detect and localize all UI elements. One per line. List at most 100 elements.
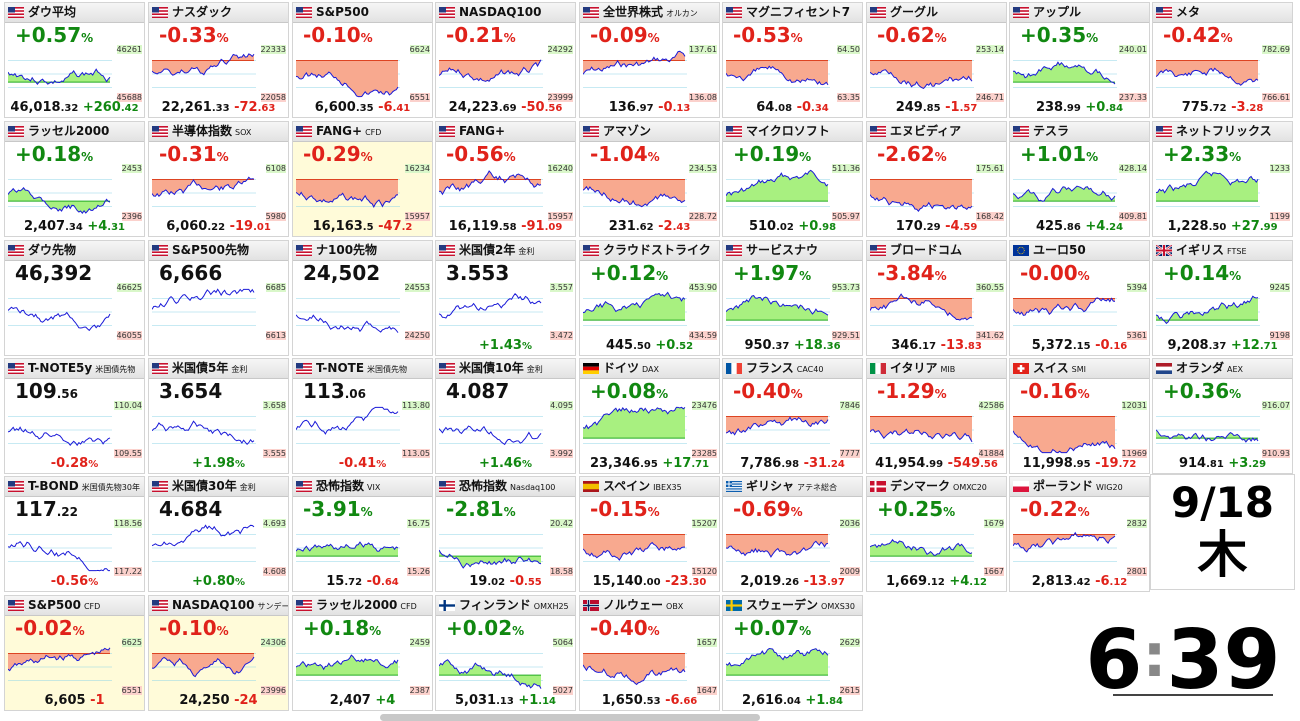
change-value: -19 <box>229 219 254 234</box>
tile-footer: 136.97 -0.13 <box>580 100 719 115</box>
market-tile[interactable]: クラウドストライク +0.12% 453.90 434.59 445.50 +0.52 <box>579 240 720 356</box>
tile-name: ポーランド WIG20 <box>1033 478 1123 496</box>
market-tile[interactable]: サービスナウ +1.97% 953.73 929.51 950.37 +18.36 <box>722 240 863 356</box>
change-decimals: .12 <box>969 577 988 588</box>
tile-footer: 5,372.15 -0.16 <box>1010 338 1149 353</box>
tile-header: スウェーデン OMXS30 <box>723 596 862 616</box>
market-tile[interactable]: ドイツ DAX +0.08% 23476 23285 23,346.95 +17.71 <box>579 358 720 474</box>
percent-sign: % <box>1229 269 1242 283</box>
market-tile[interactable]: イタリア MIB -1.29% 42586 41884 41,954.99 -549.56 <box>866 358 1007 474</box>
price-decimals: .35 <box>355 103 374 114</box>
market-tile[interactable]: T-BOND 米国債先物30年 117.22 118.56 117.22 -0.56% <box>4 476 145 592</box>
high-label: 24306 <box>260 638 286 647</box>
market-tile[interactable]: スペイン IBEX35 -0.15% 15207 15120 15,140.00 -23.… <box>579 476 720 592</box>
market-tile[interactable]: 半導体指数 SOX -0.31% 6108 5980 6,060.22 -19.01 <box>148 121 289 237</box>
change-decimals: % <box>88 577 99 588</box>
tile-subname: CFD <box>400 602 417 611</box>
market-tile[interactable]: ノルウェー OBX -0.40% 1657 1647 1,650.53 -6.66 <box>579 595 720 711</box>
change-decimals: .16 <box>1109 341 1128 352</box>
price-decimals: .99 <box>925 459 944 470</box>
market-tile[interactable]: ダウ平均 +0.57% 46261 45688 46,018.32 +260.42 <box>4 2 145 118</box>
market-tile[interactable]: ポーランド WIG20 -0.22% 2832 2801 2,813.42 -6.12 <box>1009 476 1150 592</box>
market-tile[interactable]: ユーロ50 -0.00% 5394 5361 5,372.15 -0.16 <box>1009 240 1150 356</box>
change-value: -50 <box>521 100 545 115</box>
market-tile[interactable]: ネットフリックス +2.33% 1233 1199 1,228.50 +27.99 <box>1152 121 1293 237</box>
tile-change-percent: +0.12% <box>590 261 668 288</box>
price-decimals: .13 <box>496 696 514 707</box>
market-tile[interactable]: フランス CAC40 -0.40% 7846 7777 7,786.98 -31.24 <box>722 358 863 474</box>
flag-icon <box>439 126 455 137</box>
change-value: +0 <box>798 219 819 234</box>
market-tile[interactable]: オランダ AEX +0.36% 916.07 910.93 914.81 +3.29 <box>1152 358 1293 474</box>
tile-change-percent: +0.07% <box>733 616 811 643</box>
tile-name-text: 恐怖指数 <box>316 479 365 493</box>
market-tile[interactable]: ダウ先物 46,392 46625 46055 <box>4 240 145 356</box>
market-tile[interactable]: 恐怖指数 VIX -3.91% 16.75 15.26 15.72 -0.64 <box>292 476 433 592</box>
change-percent-value: -0.40 <box>733 379 791 403</box>
market-tile[interactable]: ギリシャ アテネ総合 -0.69% 2036 2009 2,019.26 -13.97 <box>722 476 863 592</box>
market-tile[interactable]: マイクロソフト +0.19% 511.36 505.97 510.02 +0.98 <box>722 121 863 237</box>
market-tile[interactable]: デンマーク OMXC20 +0.25% 1679 1667 1,669.12 +4.12 <box>866 476 1007 592</box>
tile-footer: 2,407 +4 <box>293 693 432 708</box>
market-tile[interactable]: イギリス FTSE +0.14% 9245 9198 9,208.37 +12.71 <box>1152 240 1293 356</box>
market-tile[interactable]: FANG+ -0.56% 16240 15957 16,119.58 -91.09 <box>435 121 576 237</box>
market-tile[interactable]: ラッセル2000 +0.18% 2453 2396 2,407.34 +4.31 <box>4 121 145 237</box>
price-decimals: .85 <box>922 103 941 114</box>
percent-sign: % <box>799 150 812 164</box>
market-tile[interactable]: 恐怖指数 Nasdaq100 -2.81% 20.42 18.58 19.02 -0.55 <box>435 476 576 592</box>
market-tile[interactable]: ナ100先物 24,502 24553 24250 <box>292 240 433 356</box>
tile-header: 米国債2年 金利 <box>436 241 575 261</box>
market-tile[interactable]: S&P500 CFD -0.02% 6625 6551 6,605 -1 <box>4 595 145 711</box>
market-tile[interactable]: アマゾン -1.04% 234.53 228.72 231.62 -2.43 <box>579 121 720 237</box>
chart-line <box>439 59 542 82</box>
change-percent-value: -0.29 <box>303 142 361 166</box>
market-tile[interactable]: 米国債10年 金利 4.087 4.095 3.992 +1.46% <box>435 358 576 474</box>
market-tile[interactable]: グーグル -0.62% 253.14 246.71 249.85 -1.57 <box>866 2 1007 118</box>
chart-area <box>1013 532 1115 552</box>
chart-line <box>152 656 255 678</box>
change-decimals: .84 <box>1105 103 1124 114</box>
market-tile[interactable]: 全世界株式 オルカン -0.09% 137.61 136.08 136.97 -0.13 <box>579 2 720 118</box>
sparkline-chart <box>870 60 974 90</box>
market-tile[interactable]: NASDAQ100 サンデー -0.10% 24306 23996 24,250 -24 <box>148 595 289 711</box>
chart-area <box>726 295 828 321</box>
market-tile[interactable]: 米国債5年 金利 3.654 3.658 3.555 +1.98% <box>148 358 289 474</box>
market-tile[interactable]: マグニフィセント7 -0.53% 64.50 63.35 64.08 -0.34 <box>722 2 863 118</box>
market-tile[interactable]: 米国債2年 金利 3.553 3.557 3.472 +1.43% <box>435 240 576 356</box>
market-tile[interactable]: T-NOTE5y 米国債先物 109.56 110.04 109.55 -0.28% <box>4 358 145 474</box>
market-tile[interactable]: ブロードコム -3.84% 360.55 341.62 346.17 -13.83 <box>866 240 1007 356</box>
horizontal-scrollbar[interactable] <box>380 714 760 721</box>
market-tile[interactable]: スウェーデン OMXS30 +0.07% 2629 2615 2,616.04 +1.84 <box>722 595 863 711</box>
market-tile[interactable]: NASDAQ100 -0.21% 24292 23999 24,223.69 -50.5… <box>435 2 576 118</box>
percent-sign: % <box>647 624 660 638</box>
change-value: -91 <box>521 219 545 234</box>
market-tile[interactable]: FANG+ CFD -0.29% 16234 15957 16,163.5 -47.2 <box>292 121 433 237</box>
market-tile[interactable]: テスラ +1.01% 428.14 409.81 425.86 +4.24 <box>1009 121 1150 237</box>
market-tile[interactable]: フィンランド OMXH25 +0.02% 5064 5027 5,031.13 +1.14 <box>435 595 576 711</box>
tile-name: 米国債5年 金利 <box>172 360 247 378</box>
tile-header: アップル <box>1010 3 1149 23</box>
market-tile[interactable]: メタ -0.42% 782.69 766.61 775.72 -3.28 <box>1152 2 1293 118</box>
tile-name-text: 米国債5年 <box>172 361 229 375</box>
market-tile[interactable]: S&P500先物 6,666 6685 6613 <box>148 240 289 356</box>
market-tile[interactable]: ナスダック -0.33% 22333 22058 22,261.33 -72.63 <box>148 2 289 118</box>
high-label: 916.07 <box>1262 401 1290 410</box>
market-tile[interactable]: スイス SMI -0.16% 12031 11969 11,998.95 -19.72 <box>1009 358 1150 474</box>
tile-footer: 9,208.37 +12.71 <box>1153 338 1292 353</box>
tile-header: FANG+ CFD <box>293 122 432 142</box>
market-tile[interactable]: ラッセル2000 CFD +0.18% 2459 2387 2,407 +4 <box>292 595 433 711</box>
tile-footer: 1,669.12 +4.12 <box>867 574 1006 589</box>
chart-line <box>296 191 399 208</box>
market-tile[interactable]: アップル +0.35% 240.01 237.33 238.99 +0.84 <box>1009 2 1150 118</box>
tile-change-percent: -3.91% <box>303 497 373 524</box>
price-value: 510 <box>748 219 777 234</box>
price-value: 2,019 <box>740 574 782 589</box>
market-tile[interactable]: T-NOTE 米国債先物 113.06 113.80 113.05 -0.41% <box>292 358 433 474</box>
market-tile[interactable]: S&P500 -0.10% 6624 6551 6,600.35 -6.41 <box>292 2 433 118</box>
high-label: 15207 <box>691 519 717 528</box>
price-decimals: .86 <box>1063 222 1081 233</box>
tile-change-percent: -0.42% <box>1163 23 1233 50</box>
market-tile[interactable]: 米国債30年 金利 4.684 4.693 4.608 +0.80% <box>148 476 289 592</box>
market-tile[interactable]: エヌビディア -2.62% 175.61 168.42 170.29 -4.59 <box>866 121 1007 237</box>
